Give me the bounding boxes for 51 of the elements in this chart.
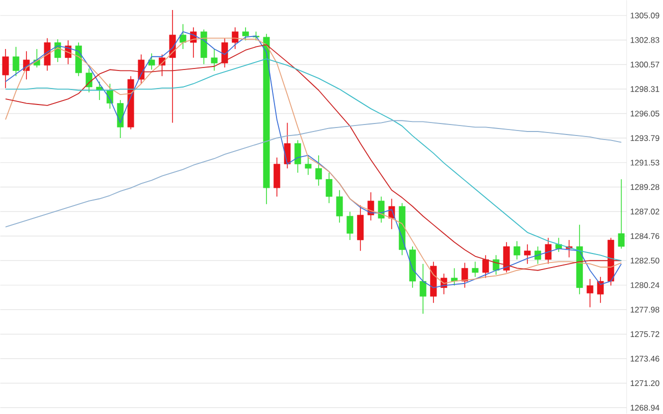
candlestick [544, 237, 552, 264]
candlestick [524, 244, 531, 264]
candlestick [274, 157, 280, 197]
candlestick [618, 178, 625, 250]
candlestick [148, 52, 155, 70]
candlestick [284, 122, 291, 169]
y-tick-label: 1300.57 [630, 62, 660, 68]
candlestick [169, 10, 176, 124]
candlestick [117, 100, 124, 138]
candlestick [482, 254, 489, 278]
candlestick [514, 240, 520, 260]
candlestick [326, 172, 332, 204]
y-tick-label: 1298.31 [630, 86, 660, 92]
candlestick [315, 154, 322, 186]
y-tick-label: 1296.05 [630, 110, 660, 116]
y-tick-label: 1287.02 [630, 208, 660, 214]
candlestick [12, 46, 20, 77]
candlestick [336, 190, 343, 224]
candlestick [242, 26, 249, 41]
candlestick [555, 237, 562, 252]
y-tick-label: 1277.98 [630, 306, 660, 313]
y-tick-label: 1275.72 [630, 331, 660, 338]
candlestick [420, 263, 426, 314]
y-tick-label: 1280.24 [630, 282, 660, 288]
candlestick [597, 276, 604, 304]
candlestick [2, 48, 9, 88]
y-tick-label: 1289.28 [630, 184, 660, 190]
candlestick [180, 24, 186, 50]
y-tick-label: 1305.09 [630, 12, 660, 18]
y-tick-label: 1273.46 [630, 356, 660, 362]
candlestick [451, 268, 458, 286]
y-tick-label: 1271.20 [630, 380, 660, 386]
candlestick [461, 262, 468, 288]
y-tick-label: 1291.53 [630, 160, 660, 166]
candlestick [210, 48, 218, 72]
y-tick-label: 1293.79 [630, 135, 660, 141]
y-tick-label: 1284.76 [630, 233, 660, 239]
candlestick [472, 261, 478, 278]
candlestick [346, 211, 354, 240]
candlestick [221, 38, 228, 68]
candlestick [232, 26, 238, 50]
y-tick-label: 1268.94 [630, 404, 660, 411]
candlestick [586, 278, 594, 308]
candlestick [44, 38, 51, 72]
candlestick [503, 242, 510, 273]
candlestick [304, 154, 312, 176]
candlestick [86, 68, 92, 93]
candlestick [534, 246, 542, 264]
y-tick-label: 1302.83 [630, 37, 660, 43]
y-tick-label: 1282.50 [630, 258, 660, 264]
candlestick [294, 140, 302, 174]
